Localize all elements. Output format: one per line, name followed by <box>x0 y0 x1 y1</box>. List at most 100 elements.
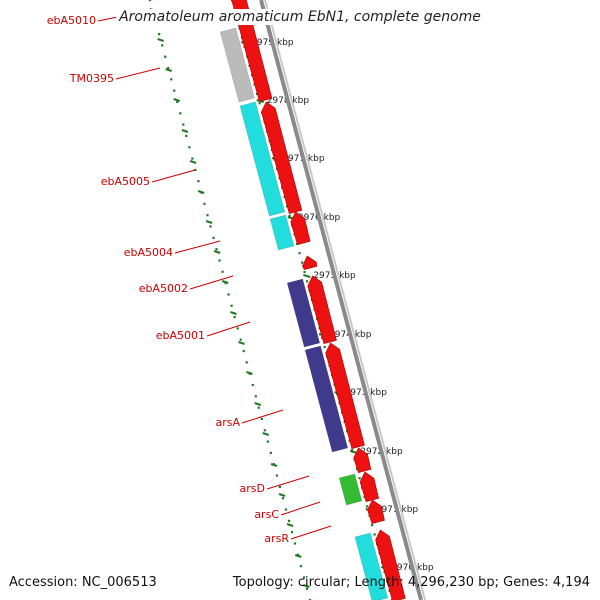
inner-tick-dot <box>212 236 215 239</box>
inner-major-tick <box>294 554 302 558</box>
cds-arrow <box>353 447 372 474</box>
inner-tick-dot <box>266 440 269 443</box>
inner-tick-dot <box>185 134 188 138</box>
inner-tick-dot <box>230 304 233 307</box>
inner-tick-dot <box>227 293 230 296</box>
inner-tick-dot <box>257 406 260 409</box>
gene-label-leader <box>189 275 234 290</box>
inner-tick-dot <box>179 112 182 115</box>
inner-tick-dot <box>191 157 194 160</box>
inner-tick-dot <box>245 361 248 364</box>
inner-major-tick <box>230 311 237 315</box>
inner-tick-dot <box>290 531 294 534</box>
cds-arrow <box>375 529 406 600</box>
inner-tick-dot <box>242 349 245 353</box>
scale-tick-dot <box>303 270 306 274</box>
inner-tick-dot <box>263 429 266 432</box>
inner-tick-dot <box>218 259 221 262</box>
scale-tick-dot <box>258 102 261 105</box>
cyan-feature <box>239 101 286 217</box>
genome-backbone-shadow <box>264 0 426 600</box>
scale-tick-dot <box>301 261 304 264</box>
inner-major-tick <box>213 250 221 254</box>
gene-label: TM0395 <box>69 72 114 85</box>
inner-tick-dot <box>278 485 282 488</box>
inner-tick-dot <box>167 66 170 70</box>
scale-tick-dot <box>366 505 369 508</box>
inner-tick-dot <box>197 180 200 183</box>
cds-arrow <box>231 0 273 103</box>
scale-tick-dot <box>373 533 376 536</box>
inner-tick-dot <box>305 587 309 590</box>
inner-major-tick <box>173 98 180 102</box>
inner-major-tick <box>197 190 205 194</box>
inner-tick-dot <box>251 383 254 387</box>
inner-tick-dot <box>254 395 257 398</box>
inner-tick-dot <box>296 553 300 556</box>
inner-major-tick <box>246 371 253 375</box>
cds-arrow <box>290 211 311 246</box>
cds-arrow <box>359 471 379 503</box>
inner-tick-dot <box>287 519 291 522</box>
scale-tick-dot <box>323 345 326 349</box>
inner-tick-dot <box>260 417 263 421</box>
gene-label: arsA <box>215 416 240 429</box>
inner-tick-dot <box>188 146 191 149</box>
inner-major-tick <box>189 160 197 164</box>
inner-tick-dot <box>275 474 278 477</box>
inner-tick-dot <box>161 44 164 47</box>
gene-label-leader <box>115 67 161 80</box>
cyan-feature <box>354 532 389 600</box>
gene-label: ebA5001 <box>156 329 205 342</box>
inner-major-tick <box>181 129 189 133</box>
gene-label-leader <box>280 501 321 516</box>
gene-label: ebA5002 <box>139 282 188 295</box>
gene-label: ebA5004 <box>124 246 173 259</box>
inner-tick-dot <box>158 32 161 36</box>
purple-feature <box>286 278 321 348</box>
gene-label: arsR <box>264 532 289 545</box>
inner-tick-dot <box>164 55 167 58</box>
gene-label: ebA5005 <box>101 175 150 188</box>
genome-backbone <box>259 0 423 600</box>
cds-arrow <box>325 342 365 450</box>
inner-major-tick <box>157 38 164 42</box>
inner-tick-dot <box>215 248 218 251</box>
inner-tick-dot <box>209 225 212 228</box>
inner-tick-dot <box>170 78 173 81</box>
inner-tick-dot <box>233 315 236 319</box>
inner-tick-dot <box>206 214 209 217</box>
scale-tick-dot <box>288 214 291 217</box>
genome-summary-text: Topology: circular; Length: 4,296,230 bp… <box>232 575 590 590</box>
inner-tick-dot <box>281 497 285 500</box>
inner-major-tick <box>238 341 245 345</box>
gene-label: arsC <box>254 508 279 521</box>
gene-label-leader <box>206 321 251 337</box>
scale-tick-dot <box>306 280 309 283</box>
scale-major-tick <box>303 274 311 278</box>
purple-feature <box>304 345 349 453</box>
inner-tick-dot <box>149 0 152 2</box>
cds-arrow <box>302 255 318 271</box>
inner-tick-dot <box>173 89 176 92</box>
accession-text: Accession: NC_006513 <box>9 575 157 590</box>
green-feature <box>338 473 363 506</box>
scale-tick-dot <box>351 449 354 452</box>
page-title: Aromatoleum aromaticum EbN1, complete ge… <box>0 9 600 25</box>
gene-label-leader <box>241 409 284 424</box>
gene-label: ebA5010 <box>47 14 96 27</box>
inner-tick-dot <box>221 270 224 273</box>
cds-arrow <box>367 499 385 525</box>
inner-tick-dot <box>176 100 179 104</box>
inner-tick-dot <box>182 123 185 126</box>
inner-tick-dot <box>269 451 272 455</box>
inner-tick-dot <box>203 202 206 205</box>
gene-label-leader <box>174 240 221 254</box>
scale-tick-dot <box>371 524 374 527</box>
scale-tick-dot <box>298 252 301 255</box>
inner-major-tick <box>262 432 270 436</box>
inner-tick-dot <box>239 338 242 341</box>
scale-tick-dot <box>358 477 361 480</box>
gene-label: arsD <box>240 482 265 495</box>
